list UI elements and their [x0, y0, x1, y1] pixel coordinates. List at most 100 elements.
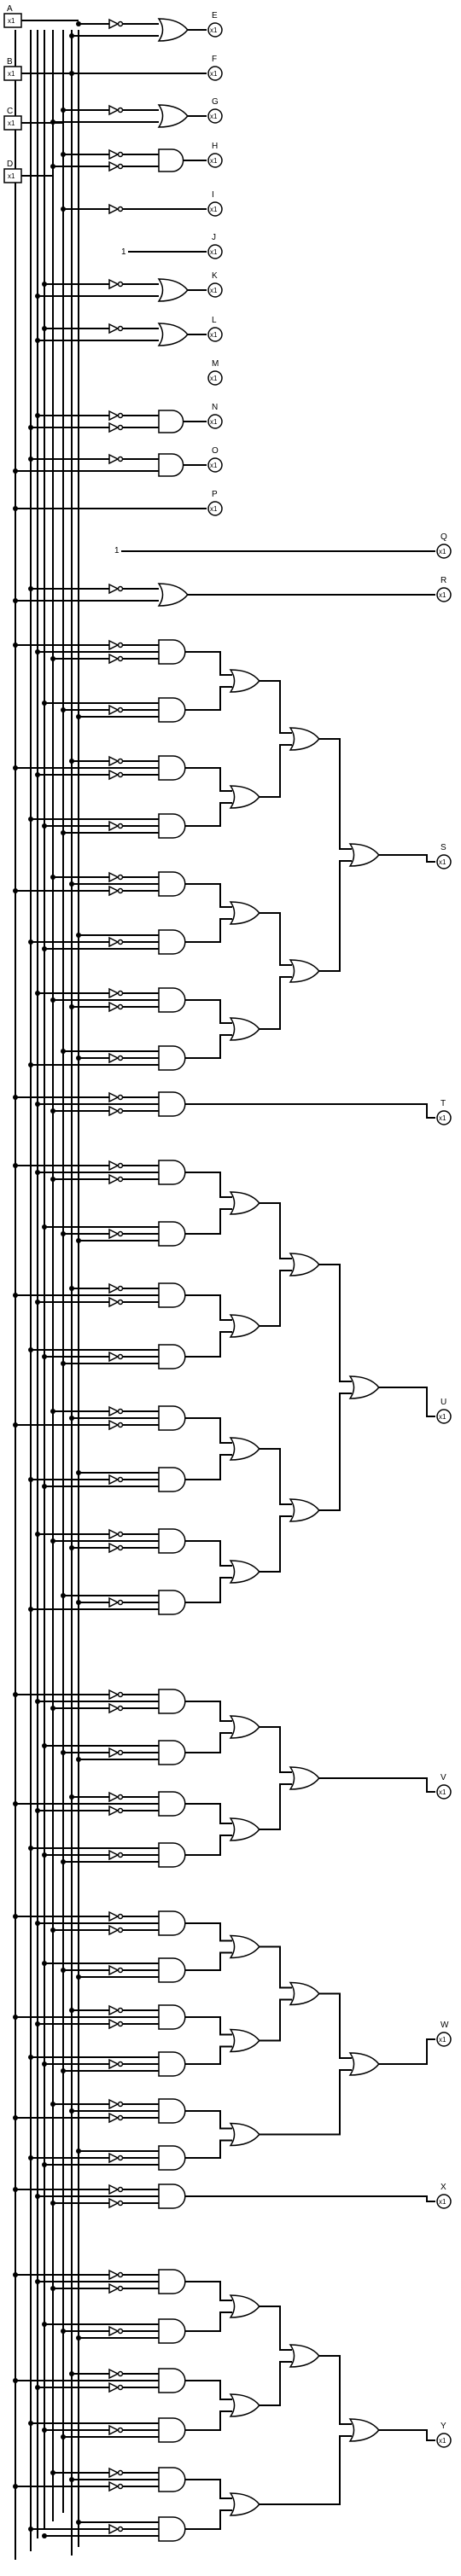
input-pin-b[interactable]: B x1 — [3, 57, 72, 81]
output-pin-n[interactable]: Nx1 — [207, 403, 223, 429]
output-pin-h[interactable]: Hx1 — [207, 142, 223, 168]
not-gate — [108, 1351, 120, 1363]
wire — [259, 1783, 292, 1830]
output-pin-v[interactable]: Vx1 — [436, 1773, 452, 1800]
not-gate-bubble — [117, 1299, 124, 1305]
input-d-label: D — [7, 160, 13, 169]
output-pin-circle — [207, 414, 223, 429]
not-gate-bubble — [117, 2469, 124, 2476]
output-pin-p[interactable]: Px1 — [207, 490, 223, 516]
not-gate — [108, 2381, 120, 2393]
input-pin-c[interactable]: C x1 — [3, 107, 63, 131]
output-label: H — [212, 142, 218, 151]
not-gate-bubble — [117, 1531, 124, 1538]
output-value: x1 — [210, 375, 218, 382]
output-pin-w[interactable]: Wx1 — [436, 2021, 452, 2047]
not-gate — [108, 1747, 120, 1759]
not-gate-bubble — [117, 1705, 124, 1712]
and-gate — [158, 1791, 186, 1817]
wire — [184, 1103, 435, 1119]
not-gate-bubble — [117, 990, 124, 997]
not-gate — [108, 1542, 120, 1554]
or-gate — [289, 1498, 320, 1522]
or-gate — [229, 1437, 260, 1461]
wire — [184, 1577, 232, 1603]
output-pin-e[interactable]: Ex1 — [207, 11, 223, 38]
and-gate — [158, 1590, 186, 1615]
not-gate — [108, 1091, 120, 1103]
not-gate — [108, 1805, 120, 1817]
not-gate-bubble — [117, 163, 124, 170]
wire — [259, 2069, 352, 2136]
not-gate — [108, 1924, 120, 1936]
input-pin-d[interactable]: D x1 — [3, 160, 53, 183]
output-pin-circle — [207, 66, 223, 81]
wire — [184, 1732, 232, 1753]
output-pin-m[interactable]: Mx1 — [207, 359, 223, 386]
not-gate — [108, 1596, 120, 1608]
output-pin-l[interactable]: Lx1 — [207, 316, 223, 342]
output-value: x1 — [210, 70, 218, 78]
wire — [259, 976, 292, 1030]
output-label: L — [212, 316, 217, 325]
not-gate — [108, 1528, 120, 1540]
and-gate — [158, 697, 186, 723]
wire — [184, 2016, 232, 2036]
or-gate — [348, 1375, 380, 1399]
output-pin-k[interactable]: Kx1 — [207, 271, 223, 298]
output-pin-circle — [436, 544, 452, 559]
not-gate-bubble — [117, 2021, 124, 2027]
output-pin-t[interactable]: Tx1 — [436, 1099, 452, 1125]
or-gate — [229, 2492, 260, 2516]
and-gate — [158, 755, 186, 781]
input-b-value: x1 — [8, 70, 15, 78]
output-label: Q — [441, 532, 447, 542]
wire — [184, 999, 232, 1024]
and-gate — [158, 1282, 186, 1308]
not-gate-bubble — [117, 2483, 124, 2490]
output-pin-i[interactable]: Ix1 — [207, 190, 223, 217]
not-gate-bubble — [117, 642, 124, 648]
output-pin-circle — [207, 201, 223, 217]
input-pin-a[interactable]: A x1 — [3, 4, 79, 28]
wire — [184, 918, 232, 943]
or-gate — [229, 669, 260, 693]
or-gate — [289, 959, 320, 983]
not-gate-bubble — [117, 325, 124, 332]
not-gate-bubble — [117, 1003, 124, 1010]
output-pin-x[interactable]: Xx1 — [436, 2183, 452, 2209]
output-value: x1 — [439, 1788, 446, 1796]
not-gate-bubble — [117, 424, 124, 431]
output-pin-j[interactable]: Jx1 — [207, 233, 223, 259]
not-gate-bubble — [117, 1162, 124, 1169]
input-bus-lines — [15, 30, 79, 2560]
not-gate — [108, 323, 120, 334]
and-gate — [158, 1221, 186, 1247]
not-gate — [108, 2467, 120, 2479]
output-label: V — [441, 1773, 446, 1782]
output-pin-f[interactable]: Fx1 — [207, 55, 223, 81]
wire — [184, 686, 232, 711]
not-gate — [108, 2152, 120, 2164]
input-a-label: A — [7, 4, 13, 14]
output-pin-s[interactable]: Sx1 — [436, 843, 452, 869]
output-pin-y[interactable]: Yx1 — [436, 2422, 452, 2448]
not-gate-bubble — [117, 939, 124, 945]
output-value: x1 — [210, 331, 218, 339]
not-gate — [108, 769, 120, 781]
or-gate — [289, 1766, 320, 1790]
not-gate-bubble — [117, 1794, 124, 1800]
output-value: x1 — [439, 858, 446, 866]
output-pin-q[interactable]: Qx1 — [436, 532, 452, 559]
not-gate — [108, 1296, 120, 1308]
not-gate-bubble — [117, 107, 124, 113]
wire — [184, 1331, 232, 1358]
output-pin-o[interactable]: Ox1 — [207, 446, 223, 473]
and-gate — [158, 2051, 186, 2077]
not-gate-bubble — [117, 1599, 124, 1606]
output-value: x1 — [210, 206, 218, 213]
output-pin-r[interactable]: Rx1 — [436, 576, 452, 602]
output-pin-u[interactable]: Ux1 — [436, 1398, 452, 1424]
output-pin-g[interactable]: Gx1 — [207, 97, 223, 124]
and-gate — [158, 1405, 186, 1431]
